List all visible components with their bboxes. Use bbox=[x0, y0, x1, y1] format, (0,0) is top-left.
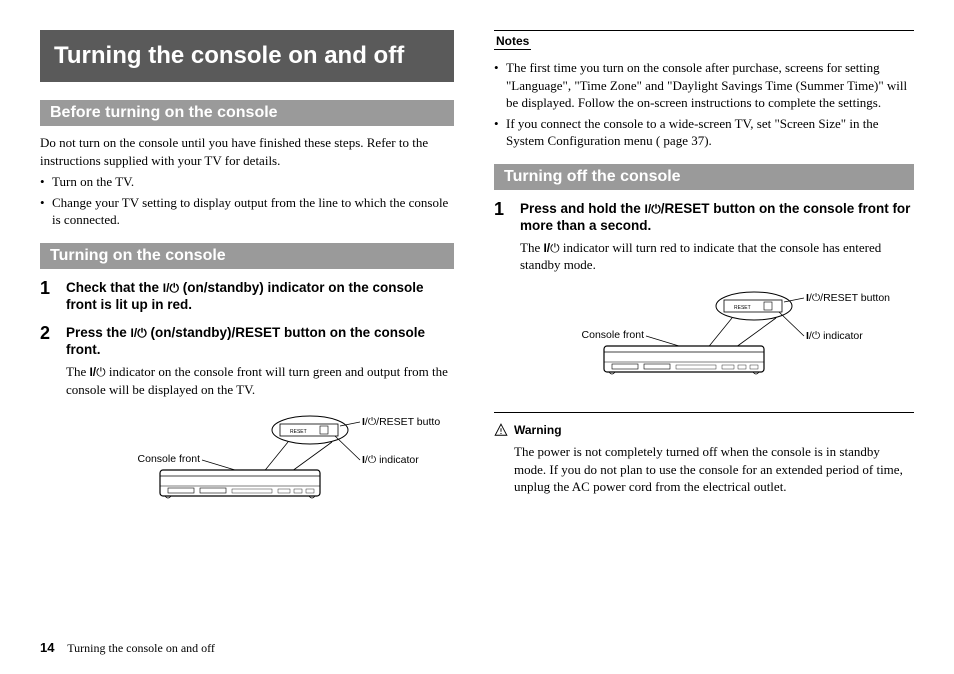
notes-block: Notes bbox=[494, 30, 914, 56]
svg-text:RESET: RESET bbox=[734, 305, 751, 311]
main-title: Turning the console on and off bbox=[40, 30, 454, 82]
svg-text:I/⏻ indicator: I/⏻ indicator bbox=[806, 330, 863, 342]
svg-text:I/⏻ indicator: I/⏻ indicator bbox=[362, 454, 419, 466]
page-number: 14 bbox=[40, 640, 54, 655]
left-column: Turning the console on and off Before tu… bbox=[40, 30, 454, 625]
step-1: 1 Check that the I/⏻ (on/standby) indica… bbox=[40, 279, 454, 314]
warning-text: The power is not completely turned off w… bbox=[514, 443, 914, 496]
svg-text:I/⏻/RESET button: I/⏻/RESET button bbox=[362, 416, 440, 428]
svg-text:Console front: Console front bbox=[138, 453, 201, 465]
warning-icon bbox=[494, 423, 508, 441]
warning-label: Warning bbox=[514, 423, 562, 437]
footer-title: Turning the console on and off bbox=[67, 641, 215, 655]
notes-label: Notes bbox=[494, 34, 531, 50]
step-1-off: 1 Press and hold the I/⏻/RESET button on… bbox=[494, 200, 914, 274]
section-turning-on: Turning on the console bbox=[40, 243, 454, 269]
console-diagram-off: RESET I/⏻/RESET button I/⏻ indicator Con… bbox=[494, 288, 914, 398]
svg-text:I/⏻/RESET button: I/⏻/RESET button bbox=[806, 292, 890, 304]
svg-text:RESET: RESET bbox=[290, 429, 307, 435]
divider bbox=[494, 412, 914, 413]
page-footer: 14 Turning the console on and off bbox=[40, 640, 215, 656]
step-2: 2 Press the I/⏻ (on/standby)/RESET butto… bbox=[40, 324, 454, 398]
note-item: • If you connect the console to a wide-s… bbox=[494, 115, 914, 150]
bullet-item: • Change your TV setting to display outp… bbox=[40, 194, 454, 229]
section-turning-off: Turning off the console bbox=[494, 164, 914, 190]
warning-block: Warning bbox=[494, 423, 914, 441]
console-diagram-on: RESET I/⏻/RESET button I/⏻ indicator Con… bbox=[40, 412, 454, 522]
note-item: • The first time you turn on the console… bbox=[494, 59, 914, 112]
right-column: Notes • The first time you turn on the c… bbox=[494, 30, 914, 625]
sec1-body: Do not turn on the console until you hav… bbox=[40, 134, 454, 169]
svg-text:Console front: Console front bbox=[582, 329, 645, 341]
bullet-item: • Turn on the TV. bbox=[40, 173, 454, 191]
section-before-turning-on: Before turning on the console bbox=[40, 100, 454, 126]
